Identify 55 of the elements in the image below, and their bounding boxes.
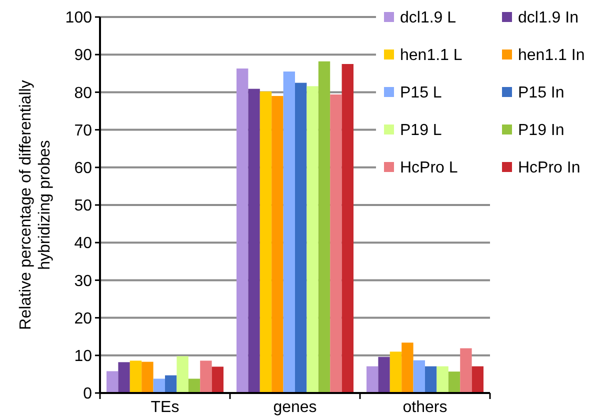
y-tick-label: 20 bbox=[74, 310, 92, 328]
bar bbox=[142, 362, 154, 393]
y-tick-label: 0 bbox=[83, 386, 92, 403]
bar bbox=[378, 356, 390, 393]
bar bbox=[306, 86, 318, 393]
bar bbox=[402, 342, 414, 393]
bar bbox=[130, 360, 142, 393]
bar bbox=[448, 372, 460, 393]
bar bbox=[390, 352, 402, 393]
legend-label: P19 L bbox=[400, 122, 442, 140]
bar bbox=[272, 96, 284, 393]
bar bbox=[153, 378, 165, 393]
legend-label: P15 L bbox=[400, 84, 442, 102]
bar bbox=[248, 88, 260, 393]
y-axis-title: Relative percentage of differentially hybridizing probes bbox=[17, 80, 54, 330]
x-tick-label: TEs bbox=[150, 399, 180, 416]
bar bbox=[236, 68, 248, 393]
y-tick-label: 60 bbox=[74, 160, 92, 177]
bar bbox=[342, 64, 354, 393]
legend-label: hen1.1 In bbox=[518, 47, 585, 64]
bar bbox=[260, 91, 272, 393]
bar bbox=[460, 348, 472, 393]
legend-label: P19 In bbox=[518, 122, 564, 140]
legend-label: dcl1.9 L bbox=[400, 10, 456, 27]
y-tick-label: 70 bbox=[74, 122, 92, 140]
bar bbox=[118, 362, 130, 393]
legend-label: P15 In bbox=[518, 84, 564, 102]
bar bbox=[200, 360, 212, 393]
bar bbox=[413, 360, 425, 393]
bar bbox=[366, 366, 378, 393]
bar bbox=[188, 378, 200, 393]
legend-label: HcPro In bbox=[518, 160, 580, 177]
legend-label: dcl1.9 In bbox=[518, 10, 578, 27]
y-tick-label: 100 bbox=[65, 10, 92, 27]
bar bbox=[176, 356, 188, 393]
y-tick-label: 80 bbox=[74, 84, 92, 102]
x-tick-label: genes bbox=[273, 399, 317, 416]
bar bbox=[330, 94, 342, 393]
legend-label: HcPro L bbox=[400, 160, 458, 177]
bar bbox=[295, 82, 307, 393]
bar bbox=[106, 371, 118, 393]
y-tick-label: 10 bbox=[74, 348, 92, 365]
x-tick-label: others bbox=[402, 399, 448, 416]
bar bbox=[283, 72, 295, 393]
bar bbox=[318, 61, 330, 393]
bar bbox=[425, 366, 437, 393]
bar bbox=[165, 375, 177, 393]
bar bbox=[212, 366, 224, 393]
y-tick-label: 40 bbox=[74, 235, 92, 252]
bar bbox=[472, 366, 484, 393]
y-tick-label: 90 bbox=[74, 47, 92, 64]
y-tick-label: 50 bbox=[74, 198, 92, 215]
legend-label: hen1.1 L bbox=[400, 47, 462, 64]
bar bbox=[436, 366, 448, 393]
y-tick-label: 30 bbox=[74, 272, 92, 290]
